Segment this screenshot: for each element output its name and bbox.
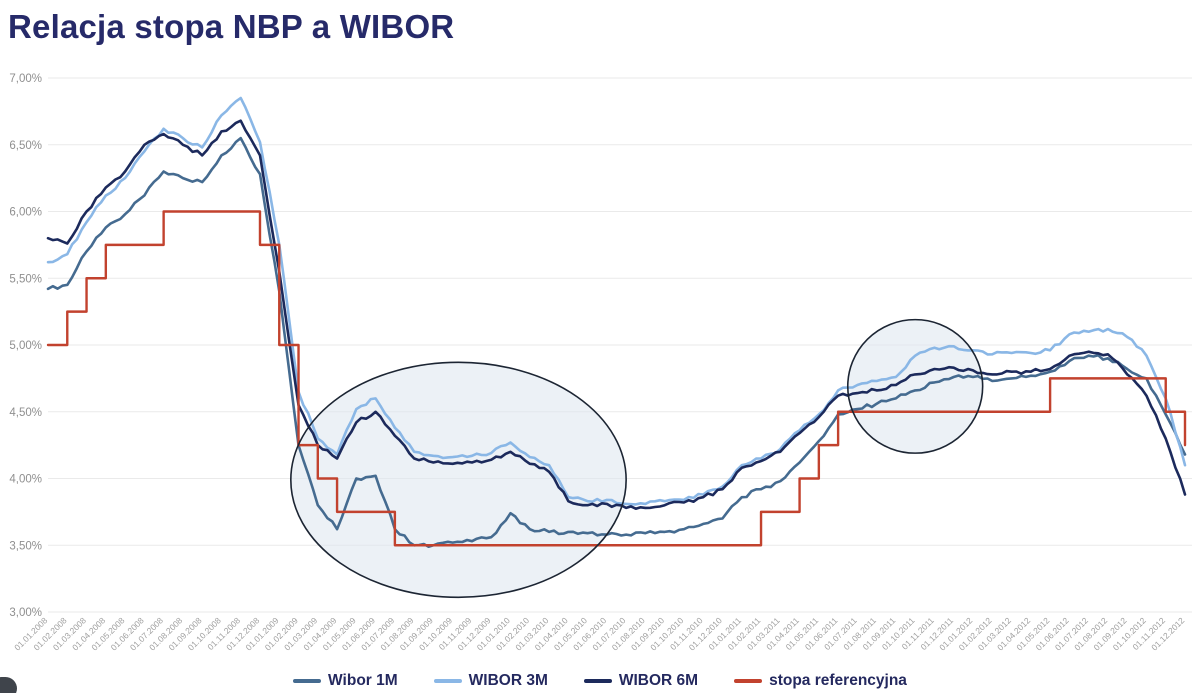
legend-swatch-wibor-3m-icon [433,679,462,683]
legend-label-stopa-referencyjna: stopa referencyjna [769,672,907,689]
legend-item-wibor-6m: WIBOR 6M [583,672,699,690]
legend-item-wibor-1m: Wibor 1M [293,672,398,690]
series-wibor-6m [46,119,1187,510]
legend-item-stopa-referencyjna: stopa referencyjna [734,672,907,690]
annotation-ellipse-outlines [290,318,984,599]
legend-swatch-stopa-referencyjna-icon [734,679,763,683]
x-axis-tick-labels: 01.01.200801.02.200801.03.200801.04.2008… [12,615,1186,652]
corner-logo [0,677,17,693]
legend-label-wibor-3m: WIBOR 3M [468,672,548,689]
legend-swatch-wibor-6m-icon [583,679,612,683]
legend-item-wibor-3m: WIBOR 3M [433,672,548,690]
chart-title: Relacja stopa NBP a WIBOR [8,8,455,45]
series-stopa-referencyjna [46,210,1187,547]
svg-text:3,00%: 3,00% [9,607,42,619]
annotation-ellipse-fills [290,319,983,598]
svg-text:7,00%: 7,00% [9,73,42,85]
svg-text:5,50%: 5,50% [9,273,42,285]
svg-text:4,00%: 4,00% [9,474,42,486]
svg-text:3,50%: 3,50% [9,540,42,552]
series-wibor-1m [46,136,1187,548]
svg-text:5,00%: 5,00% [9,340,42,352]
chart-legend: Wibor 1M WIBOR 3M WIBOR 6M stopa referen… [0,672,1200,690]
legend-label-wibor-1m: Wibor 1M [328,672,398,689]
legend-swatch-wibor-1m-icon [293,679,322,683]
svg-text:6,50%: 6,50% [9,140,42,152]
series-wibor-3m [46,96,1187,506]
svg-text:4,50%: 4,50% [9,407,42,419]
legend-label-wibor-6m: WIBOR 6M [618,672,699,689]
svg-text:6,00%: 6,00% [9,207,42,219]
y-axis-tick-labels: 7,00% 6,50% 6,00% 5,50% 5,00% 4,50% 4,00% 3,50%… [9,73,42,619]
